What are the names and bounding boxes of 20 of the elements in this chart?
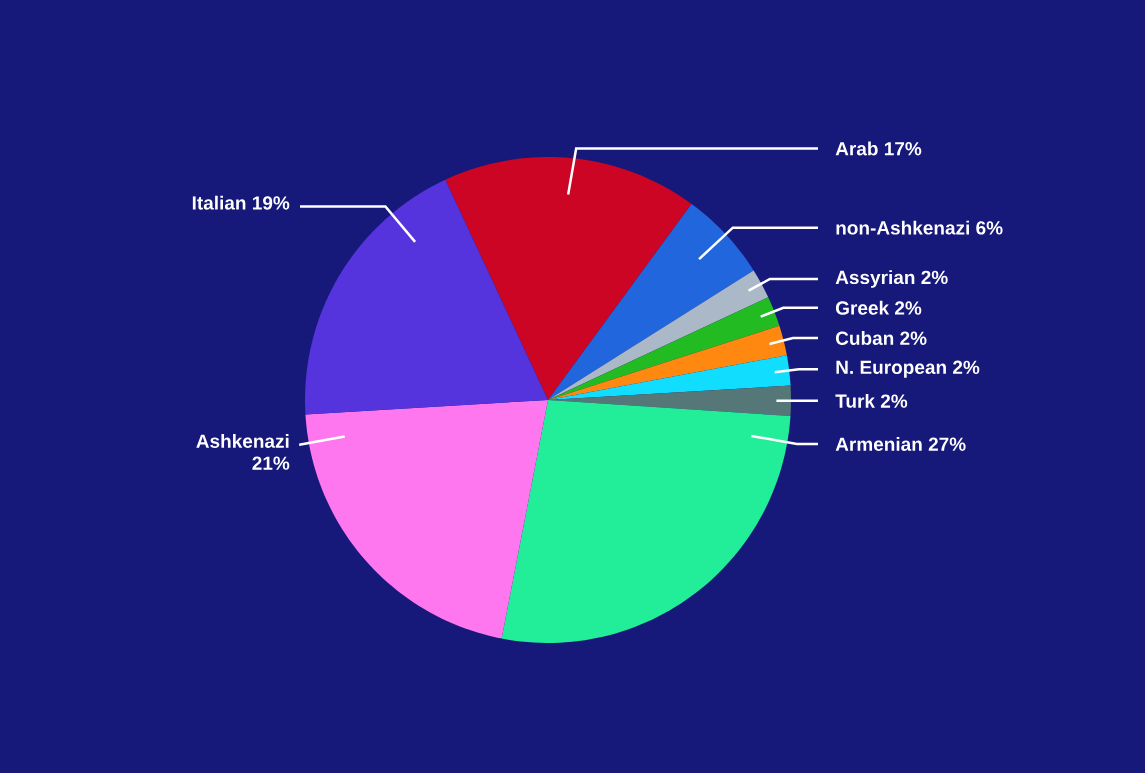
slice-label: Turk (835, 393, 875, 408)
data-label: 21% (252, 456, 290, 470)
data-label: 6% (976, 221, 1003, 235)
data-label: 2% (895, 301, 922, 315)
slice-label: Italian (192, 195, 246, 210)
slice-label: N. European (836, 360, 946, 378)
slice-label: Arab (835, 141, 878, 156)
data-label: 2% (953, 360, 980, 374)
slice-label: non-Ashkenazi (836, 220, 969, 235)
slice-label: Cuban (835, 331, 894, 345)
slice-label: Armenian (835, 436, 922, 451)
data-label: 17% (884, 142, 922, 156)
slice-label: Ashkenazi (196, 433, 289, 448)
data-label: 2% (880, 394, 908, 408)
data-label: 2% (900, 331, 927, 345)
slice-label: Assyrian (835, 270, 915, 288)
data-label: 19% (252, 196, 290, 210)
slice-label: Greek (835, 300, 890, 315)
data-label: 27% (928, 437, 966, 451)
data-label: 2% (921, 270, 948, 285)
